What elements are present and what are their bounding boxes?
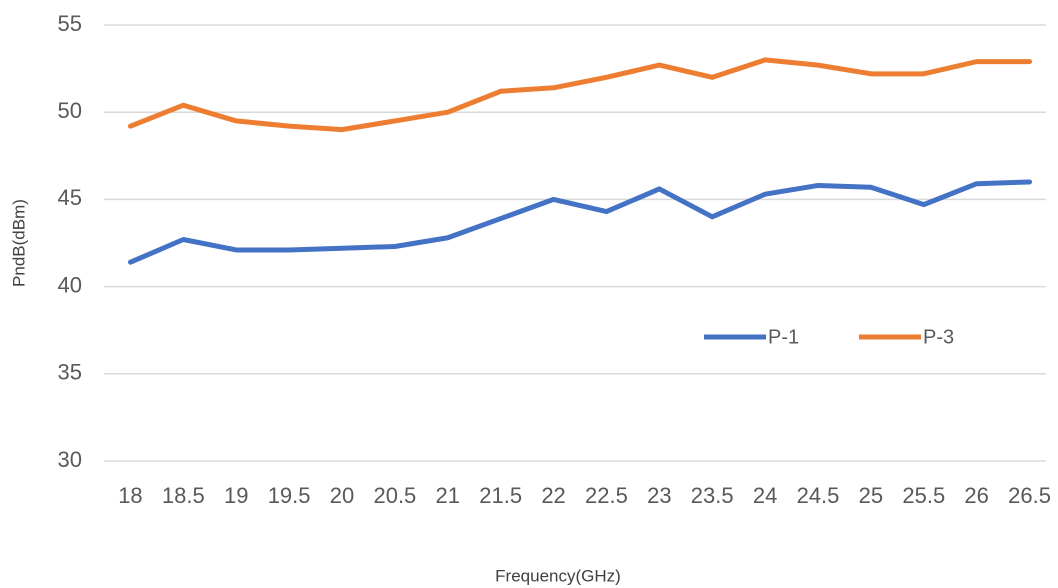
y-tick-label: 35	[58, 360, 82, 385]
x-tick-label: 22.5	[585, 483, 628, 508]
y-tick-label: 30	[58, 447, 82, 472]
y-axis-title: PndB(dBm)	[9, 199, 28, 287]
x-tick-label: 24.5	[797, 483, 840, 508]
x-tick-label: 22	[541, 483, 565, 508]
x-tick-label: 21.5	[479, 483, 522, 508]
y-tick-label: 50	[58, 98, 82, 123]
x-tick-label: 20.5	[373, 483, 416, 508]
x-tick-label: 25	[859, 483, 883, 508]
series-line	[127, 179, 1033, 265]
x-tick-label: 21	[436, 483, 460, 508]
x-axis-title: Frequency(GHz)	[495, 566, 621, 585]
y-tick-label: 55	[58, 11, 82, 36]
x-tick-label: 26	[964, 483, 988, 508]
x-tick-label: 25.5	[902, 483, 945, 508]
legend-label: P-3	[923, 326, 954, 348]
y-tick-label: 40	[58, 272, 82, 297]
x-tick-label: 19.5	[268, 483, 311, 508]
x-tick-label: 26.5	[1008, 483, 1051, 508]
x-tick-label: 18.5	[162, 483, 205, 508]
x-tick-label: 19	[224, 483, 248, 508]
x-tick-label: 24	[753, 483, 777, 508]
x-tick-label: 23.5	[691, 483, 734, 508]
legend-label: P-1	[768, 326, 799, 348]
x-tick-label: 20	[330, 483, 354, 508]
x-tick-label: 18	[118, 483, 142, 508]
x-tick-label: 23	[647, 483, 671, 508]
y-tick-label: 45	[58, 185, 82, 210]
series-line	[127, 57, 1033, 133]
